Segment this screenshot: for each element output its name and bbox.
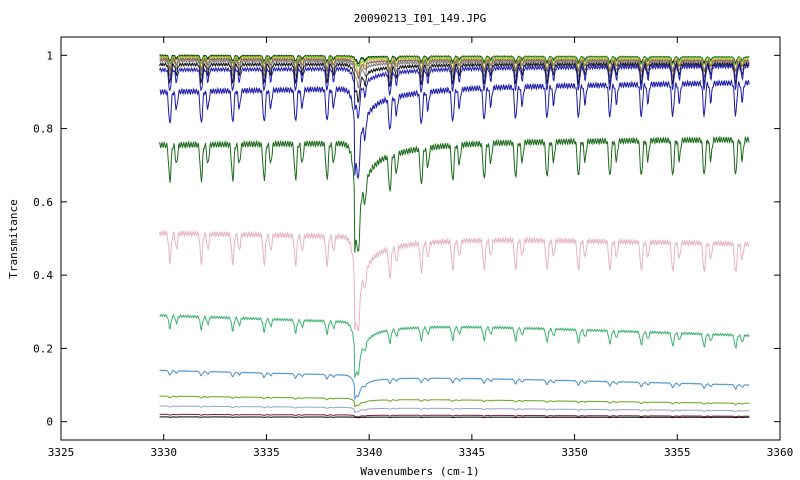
series-line	[159, 135, 750, 253]
series-line	[159, 369, 750, 401]
series-lines	[159, 54, 750, 419]
y-tick-label: 0.2	[33, 342, 53, 355]
series-line	[159, 58, 750, 89]
chart-title: 20090213_I01_149.JPG	[354, 12, 486, 25]
x-tick-label: 3330	[150, 446, 177, 459]
x-tick-label: 3345	[459, 446, 486, 459]
x-axis-title: Wavenumbers (cm-1)	[360, 465, 479, 478]
x-tick-label: 3350	[561, 446, 588, 459]
series-line	[159, 229, 750, 332]
y-tick-label: 0.8	[33, 123, 53, 136]
series-line	[159, 54, 750, 67]
series-line	[159, 405, 750, 414]
series-line	[159, 78, 750, 180]
x-tick-label: 3360	[767, 446, 794, 459]
x-tick-label: 3340	[356, 446, 383, 459]
series-line	[159, 61, 750, 103]
series-line	[159, 395, 750, 408]
series-line	[159, 413, 750, 418]
series-line	[159, 416, 750, 419]
plot-frame	[60, 36, 781, 441]
x-tick-label: 3335	[253, 446, 280, 459]
series-line	[159, 63, 750, 119]
x-tick-label: 3355	[664, 446, 691, 459]
y-axis-title: Transmitance	[7, 199, 20, 278]
y-tick-label: 0	[46, 416, 53, 429]
x-tick-label: 3325	[48, 446, 75, 459]
axis-ticks: 3325 3330 3335 3340 3345 3350 3355 3360 0 0.2 0.4 0…	[33, 37, 793, 459]
series-line	[159, 313, 750, 378]
y-tick-label: 1	[46, 49, 53, 62]
series-line	[159, 55, 750, 75]
y-tick-label: 0.6	[33, 196, 53, 209]
y-tick-label: 0.4	[33, 269, 53, 282]
